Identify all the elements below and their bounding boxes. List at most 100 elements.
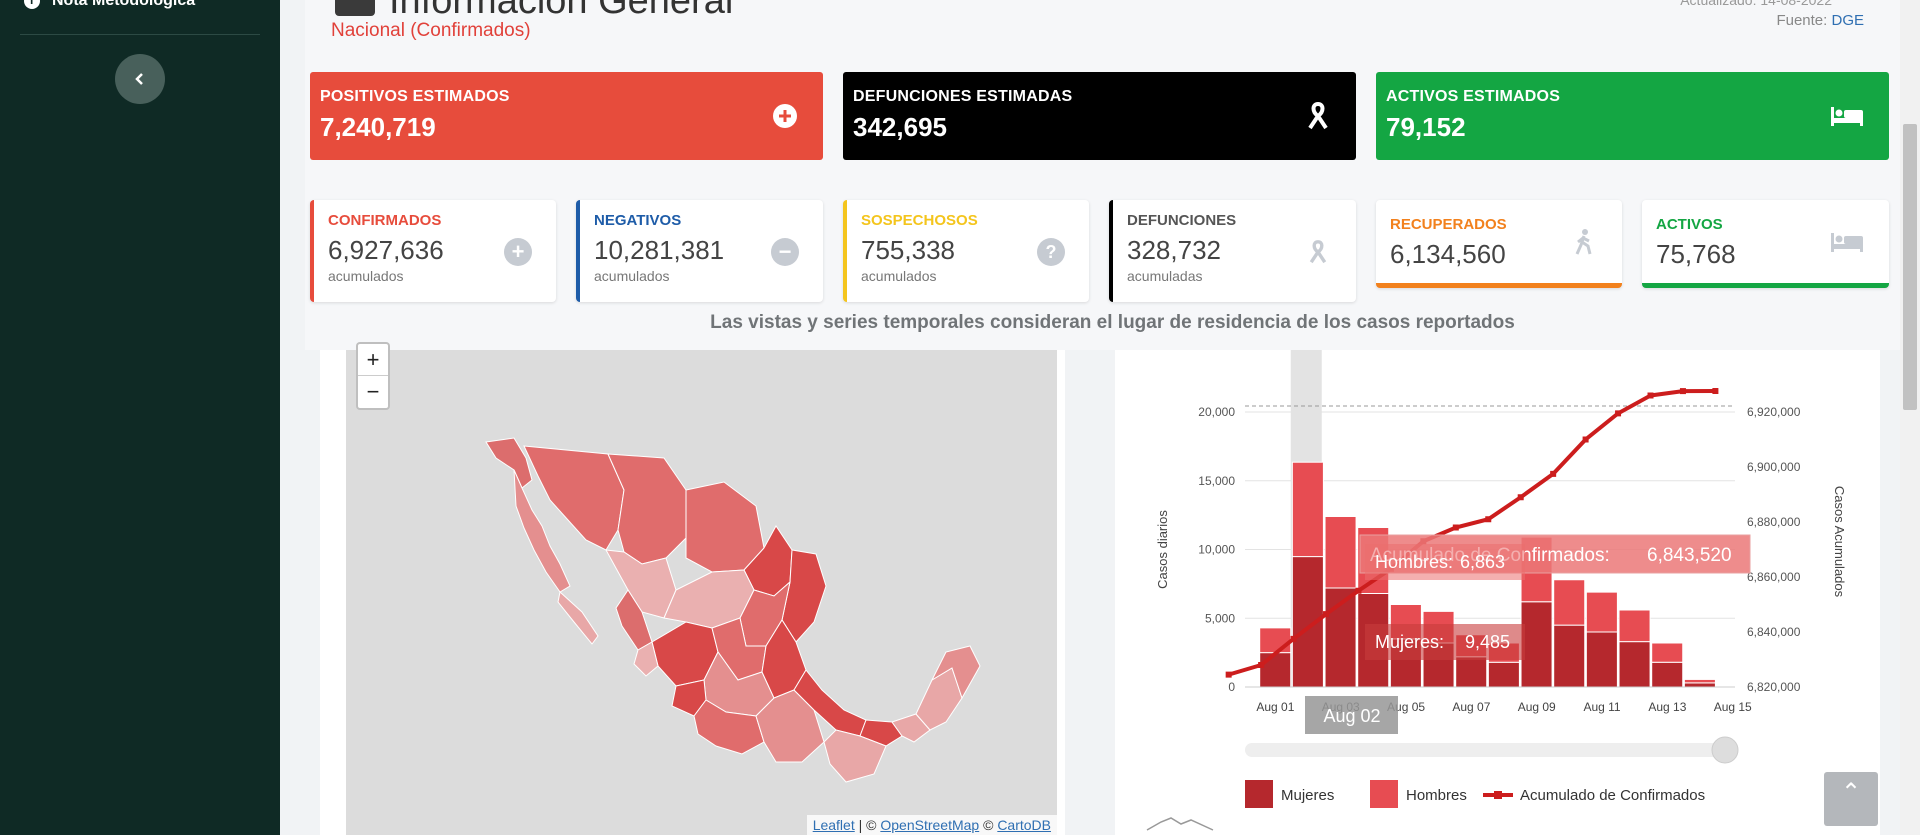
bar-mujeres [1455, 656, 1488, 688]
scroll-to-top-button[interactable]: ⌃ [1824, 772, 1878, 826]
card-label: ACTIVOS [1656, 216, 1723, 233]
legend-swatch-hombres [1370, 780, 1398, 808]
bar-mujeres [1683, 682, 1716, 688]
line-marker [1323, 611, 1330, 618]
cartodb-link[interactable]: CartoDB [997, 817, 1051, 833]
state-region[interactable] [891, 713, 931, 743]
zoom-out-button[interactable]: − [366, 379, 380, 404]
page-title: Información General [335, 0, 733, 23]
line-marker [1225, 671, 1232, 678]
plus-circle-icon [771, 102, 799, 130]
state-region[interactable] [513, 469, 571, 593]
daily-cases-chart[interactable]: 0 5,000 10,000 15,000 20,000 6,820,000 6,840,0… [1115, 350, 1880, 835]
line-marker [1290, 635, 1297, 642]
card-label: POSITIVOS ESTIMADOS [320, 88, 510, 105]
bed-icon [1829, 102, 1865, 130]
line-marker [1550, 470, 1557, 477]
navigator-track [1245, 743, 1735, 757]
card-activos-estimados: ACTIVOS ESTIMADOS 79,152 [1376, 72, 1889, 160]
y-axis-title-right: Casos Acumulados [1832, 486, 1847, 598]
bar-hombres [1618, 609, 1651, 643]
leaflet-link[interactable]: Leaflet [812, 817, 855, 833]
y-tick-label-left: 15,000 [1198, 474, 1235, 488]
summary-panel: Información General Nacional (Confirmado… [305, 0, 1920, 350]
y-tick-label-left: 5,000 [1205, 611, 1235, 625]
zoom-control: + − [356, 342, 390, 410]
tooltip-hombres-value: 6,863 [1460, 552, 1505, 572]
page-scrollbar[interactable] [1900, 0, 1920, 835]
map[interactable]: + − Leaflet | © OpenStreetMap © CartoDB [346, 342, 1057, 835]
walking-icon [1570, 228, 1598, 256]
ribbon-icon [1304, 102, 1332, 130]
sidebar-divider [20, 34, 260, 35]
card-defunciones: DEFUNCIONES 328,732 acumuladas [1109, 200, 1356, 302]
state-region[interactable] [930, 645, 981, 700]
legend-label-mujeres: Mujeres [1281, 787, 1334, 804]
zoom-in-button[interactable]: + [358, 344, 388, 376]
card-value: 328,732 [1127, 235, 1221, 265]
card-activos: ACTIVOS 75,768 [1642, 200, 1889, 288]
card-value: 6,134,560 [1390, 239, 1506, 269]
mexico-choropleth[interactable] [346, 350, 1057, 835]
y-tick-label-right: 6,920,000 [1747, 405, 1801, 419]
sidebar-item-nota-metodologica[interactable]: Nota Metodológica [24, 0, 195, 10]
card-negativos: NEGATIVOS 10,281,381 acumulados − [576, 200, 823, 302]
y-tick-label-left: 0 [1228, 680, 1235, 694]
osm-link[interactable]: OpenStreetMap [880, 817, 980, 833]
card-value: 75,768 [1656, 239, 1736, 269]
line-marker [1679, 388, 1686, 395]
bar-hombres [1683, 678, 1716, 684]
x-tick-label: Aug 13 [1648, 700, 1686, 714]
line-marker [1485, 516, 1492, 523]
card-confirmados: CONFIRMADOS 6,927,636 acumulados + [310, 200, 556, 302]
state-region[interactable] [633, 641, 659, 677]
state-region[interactable] [823, 729, 887, 783]
bar-hombres [1324, 516, 1357, 589]
ribbon-icon [1304, 238, 1332, 266]
state-region[interactable] [557, 591, 599, 645]
y-tick-label-right: 6,860,000 [1747, 570, 1801, 584]
x-tick-label: Aug 01 [1256, 700, 1294, 714]
y-tick-label-right: 6,820,000 [1747, 680, 1801, 694]
bed-icon [1829, 228, 1865, 256]
tv-icon [335, 0, 375, 16]
tooltip-box-mujeres [1365, 624, 1525, 660]
attribution-separator: | © [854, 817, 881, 833]
updated-date: Actualizado: 14-08-2022 [1680, 0, 1832, 8]
y-tick-label-left: 20,000 [1198, 405, 1235, 419]
bar-mujeres [1618, 641, 1651, 688]
bar-mujeres [1487, 661, 1520, 688]
legend-swatch-mujeres [1245, 780, 1273, 808]
bar-mujeres [1259, 652, 1292, 688]
tooltip-mujeres-label: Mujeres: [1375, 632, 1444, 652]
card-recuperados: RECUPERADOS 6,134,560 [1376, 200, 1622, 288]
y-tick-label-right: 6,840,000 [1747, 625, 1801, 639]
bar-hombres [1651, 642, 1684, 663]
collapse-sidebar-button[interactable] [115, 54, 165, 104]
residence-note: Las vistas y series temporales considera… [710, 312, 1515, 333]
card-value: 7,240,719 [320, 112, 436, 142]
source-link[interactable]: DGE [1831, 12, 1864, 29]
card-sospechosos: SOSPECHOSOS 755,338 acumulados ? [843, 200, 1089, 302]
chevron-left-icon [135, 73, 143, 85]
bar-mujeres [1585, 631, 1618, 688]
card-defunciones-estimadas: DEFUNCIONES ESTIMADAS 342,695 [843, 72, 1356, 160]
y-tick-label-right: 6,880,000 [1747, 515, 1801, 529]
card-label: SOSPECHOSOS [861, 212, 978, 229]
bar-hombres [1259, 627, 1292, 654]
source: Fuente: DGE [1776, 12, 1864, 29]
question-icon: ? [1037, 238, 1065, 266]
main-content: Información General Nacional (Confirmado… [280, 0, 1920, 835]
tooltip-mujeres-value: 9,485 [1465, 632, 1510, 652]
navigator-handle [1711, 736, 1739, 764]
card-value: 342,695 [853, 112, 947, 142]
state-region[interactable] [485, 437, 533, 489]
source-label: Fuente: [1776, 12, 1828, 29]
y-tick-label-left: 10,000 [1198, 543, 1235, 557]
bar-hombres [1585, 591, 1618, 633]
scrollbar-thumb[interactable] [1903, 124, 1917, 410]
state-region[interactable] [685, 481, 765, 573]
line-marker [1258, 662, 1265, 668]
sidebar: Nota Metodológica [0, 0, 280, 835]
bar-mujeres [1553, 624, 1586, 688]
